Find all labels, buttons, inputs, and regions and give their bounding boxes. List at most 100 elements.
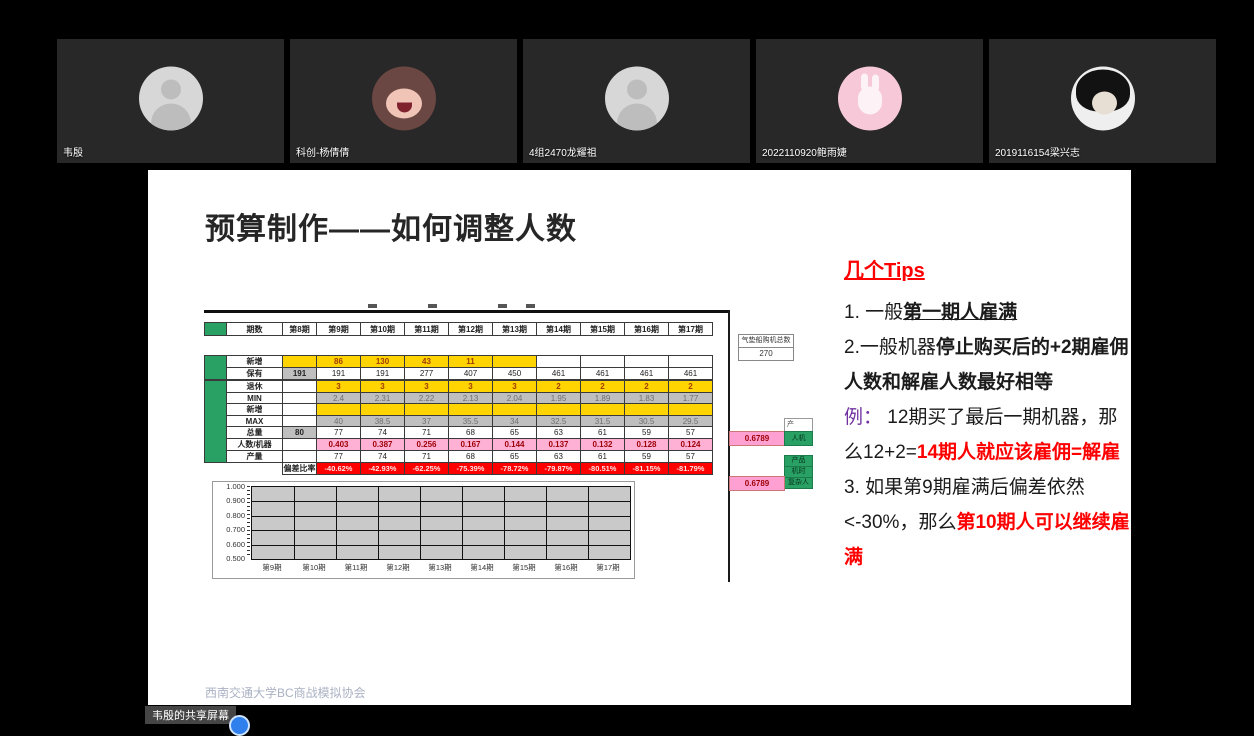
chart-y-tick-label: 0.900	[226, 496, 245, 506]
table-cell: 31.5	[580, 415, 625, 427]
chart-gridline	[252, 501, 630, 503]
participant-tile[interactable]: 2022110920鲍雨婕	[756, 39, 983, 163]
table-cell	[624, 403, 669, 416]
table-cell: 0.132	[580, 438, 625, 451]
chart-x-tick-label: 第17期	[596, 563, 620, 572]
green-band-cell	[204, 355, 227, 380]
table-cell: 3	[316, 380, 361, 393]
ratio-chart: 1.000 0.900 0.800 0.700 0.600 0.500 第9期 第10期 第11…	[212, 481, 635, 579]
participant-tile[interactable]: 2019116154梁兴志	[989, 39, 1216, 163]
target-ratio-cell-2: 0.6789	[729, 476, 785, 491]
table-cell	[492, 355, 537, 368]
table-cell: 3	[492, 380, 537, 393]
participant-name: 2019116154梁兴志	[995, 148, 1080, 159]
floating-control-button[interactable]	[229, 715, 250, 736]
machine-total-box: 气垫船购机总数 270	[738, 334, 794, 361]
machine-total-value: 270	[759, 349, 773, 358]
chart-x-tick-label: 第16期	[554, 563, 578, 572]
chart-gridline	[378, 487, 379, 559]
participant-tile[interactable]: 4组2470龙耀祖	[523, 39, 750, 163]
row-label: 保有	[226, 367, 283, 380]
shared-screen-slide: 预算制作——如何调整人数 期数 第8期 第9期 第10期 第11期 第12期 第13期 第14…	[148, 170, 1131, 705]
deviation-cell: -40.62%	[316, 462, 361, 475]
table-cell: 191	[316, 367, 361, 380]
chart-x-tick-label: 第10期	[302, 563, 326, 572]
tips-panel: 几个Tips 1. 一般第一期人雇满 2.一般机器停止购买后的+2期雇佣人数和解雇人…	[844, 254, 1134, 575]
period-header-cell: 第16期	[624, 322, 669, 336]
period-header-cell: 第8期	[282, 322, 317, 336]
table-cell: 57	[668, 450, 713, 463]
table-cell: 0.144	[492, 438, 537, 451]
table-cell: 1.89	[580, 392, 625, 404]
tip-text-run: 第一期人雇满	[903, 302, 1018, 323]
table-cell: 1.95	[536, 392, 581, 404]
table-cell: 77	[316, 426, 361, 439]
table-cell	[282, 403, 317, 416]
machines-table: 新增 86 130 43 11 保有 191 191 191 277 407 450 461 461 461…	[204, 355, 713, 380]
deviation-cell: -75.39%	[448, 462, 493, 475]
table-cell: 63	[536, 450, 581, 463]
table-cell: 11	[448, 355, 493, 368]
period-header-cell: 第13期	[492, 322, 537, 336]
table-cell: 86	[316, 355, 361, 368]
table-cell	[536, 355, 581, 368]
deviation-cell: -78.72%	[492, 462, 537, 475]
tip-paragraph: 例： 12期买了最后一期机器，那么12+2=14期人就应该雇佣=解雇	[844, 400, 1134, 470]
row-label: 产量	[226, 450, 283, 463]
green-annotation-cell: 机时	[784, 466, 813, 478]
table-cell: 0.403	[316, 438, 361, 451]
table-cell	[404, 403, 449, 416]
table-cell: 74	[360, 450, 405, 463]
table-cell	[316, 403, 361, 416]
bw-anime-avatar	[1070, 66, 1135, 131]
table-cell: 61	[580, 426, 625, 439]
table-cell: 71	[404, 450, 449, 463]
tip-paragraph: 1. 一般第一期人雇满	[844, 295, 1134, 330]
tip-paragraph: 2.一般机器停止购买后的+2期雇佣人数和解雇人数最好相等	[844, 330, 1134, 400]
tip-text-run: 第10期人可以继续雇满	[844, 512, 1130, 568]
table-cell	[580, 403, 625, 416]
row-label: 总量	[226, 426, 283, 439]
table-cell: 3	[404, 380, 449, 393]
period-header-cell: 第9期	[316, 322, 361, 336]
table-cell: 32.5	[536, 415, 581, 427]
table-cell: 61	[580, 450, 625, 463]
participant-tile[interactable]: 韦殷	[57, 39, 284, 163]
anime-girl-avatar	[371, 66, 436, 131]
chart-plot-area	[251, 486, 631, 560]
chart-x-tick-label: 第13期	[428, 563, 452, 572]
table-cell: 0.128	[624, 438, 669, 451]
table-cell: 191	[360, 367, 405, 380]
table-cell	[282, 392, 317, 404]
table-cell	[282, 380, 317, 393]
green-annotation-cell: 复杂人	[784, 477, 813, 489]
deviation-cell: -62.25%	[404, 462, 449, 475]
table-cell: 29.5	[668, 415, 713, 427]
table-cell: 0.137	[536, 438, 581, 451]
table-cell	[668, 355, 713, 368]
participant-name: 2022110920鲍雨婕	[762, 148, 847, 159]
table-cell: 71	[404, 426, 449, 439]
chart-gridline	[252, 544, 630, 546]
table-cell: 2.13	[448, 392, 493, 404]
artifact-mark	[428, 304, 437, 308]
table-cell	[360, 403, 405, 416]
table-cell	[282, 438, 317, 451]
target-ratio-cell-1: 0.6789	[729, 431, 785, 446]
participant-tile[interactable]: 科创-杨倩倩	[290, 39, 517, 163]
table-cell	[282, 355, 317, 368]
chart-y-axis-ticks	[247, 486, 250, 558]
generic-person-avatar	[604, 66, 669, 131]
table-cell: 1.83	[624, 392, 669, 404]
participant-strip: 韦殷 科创-杨倩倩 4组2470龙耀祖 2022110920鲍雨婕 2019116154…	[57, 39, 1216, 163]
table-cell	[536, 403, 581, 416]
table-cell: 2.31	[360, 392, 405, 404]
tip-text-run: 1. 一般	[844, 302, 904, 323]
table-cell: 38.5	[360, 415, 405, 427]
participant-name: 科创-杨倩倩	[296, 148, 350, 159]
row-label: 偏差比率	[282, 462, 317, 475]
green-band-cell	[204, 322, 227, 336]
table-cell: 461	[624, 367, 669, 380]
table-cell: 0.256	[404, 438, 449, 451]
table-cell: 277	[404, 367, 449, 380]
